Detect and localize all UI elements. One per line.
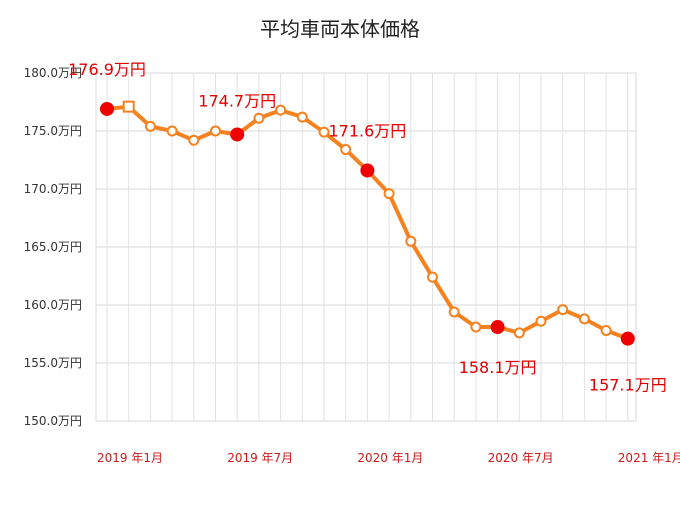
data-point [275, 104, 287, 116]
data-point [188, 134, 200, 146]
x-tick-label: 2021 年1月 [618, 451, 680, 465]
highlight-point [360, 163, 375, 178]
data-point [210, 125, 221, 137]
data-label: 176.9万円 [68, 60, 146, 79]
y-tick-label: 155.0万円 [24, 356, 82, 370]
data-point [405, 235, 417, 247]
plot-area-border [95, 72, 637, 422]
data-point [448, 306, 460, 318]
y-axis: 150.0万円 155.0万円 160.0万円 165.0万円 170.0万円 175.0… [24, 66, 82, 428]
price-series [100, 100, 635, 346]
y-tick-label: 170.0万円 [24, 182, 82, 196]
data-label: 158.1万円 [459, 358, 537, 377]
y-tick-label: 165.0万円 [24, 240, 82, 254]
grid-lines [96, 72, 636, 422]
highlight-point [100, 101, 114, 116]
data-point [600, 325, 612, 337]
data-point-square [122, 100, 135, 113]
chart-title: 平均車両本体価格 [260, 17, 420, 41]
x-tick-label: 2020 年1月 [357, 451, 423, 465]
data-point [427, 271, 438, 283]
x-tick-label: 2020 年7月 [488, 451, 554, 465]
data-label: 157.1万円 [589, 376, 667, 395]
data-point [557, 304, 569, 316]
highlight-point [620, 331, 635, 346]
x-tick-label: 2019 年1月 [97, 451, 163, 465]
data-point [318, 126, 330, 138]
data-point [535, 315, 547, 327]
data-point [296, 111, 308, 123]
data-point [383, 188, 395, 200]
data-label: 174.7万円 [198, 91, 276, 110]
data-point [253, 112, 265, 124]
highlight-point [230, 127, 245, 142]
data-point [144, 120, 156, 132]
data-point [578, 313, 590, 325]
y-tick-label: 180.0万円 [24, 66, 82, 80]
x-tick-label: 2019 年7月 [227, 451, 293, 465]
data-point [513, 327, 525, 339]
data-point [166, 125, 178, 137]
y-tick-label: 160.0万円 [24, 298, 82, 312]
x-axis: 2019 年1月 2019 年7月 2020 年1月 2020 年7月 2021 年1月 [97, 451, 680, 465]
data-labels: 176.9万円 174.7万円 171.6万円 158.1万円 157.1万円 [68, 60, 667, 395]
y-tick-label: 150.0万円 [24, 414, 82, 428]
highlight-point [490, 320, 505, 335]
y-tick-label: 175.0万円 [24, 124, 82, 138]
data-point [470, 321, 482, 333]
data-point [340, 144, 352, 156]
data-label: 171.6万円 [328, 121, 406, 140]
